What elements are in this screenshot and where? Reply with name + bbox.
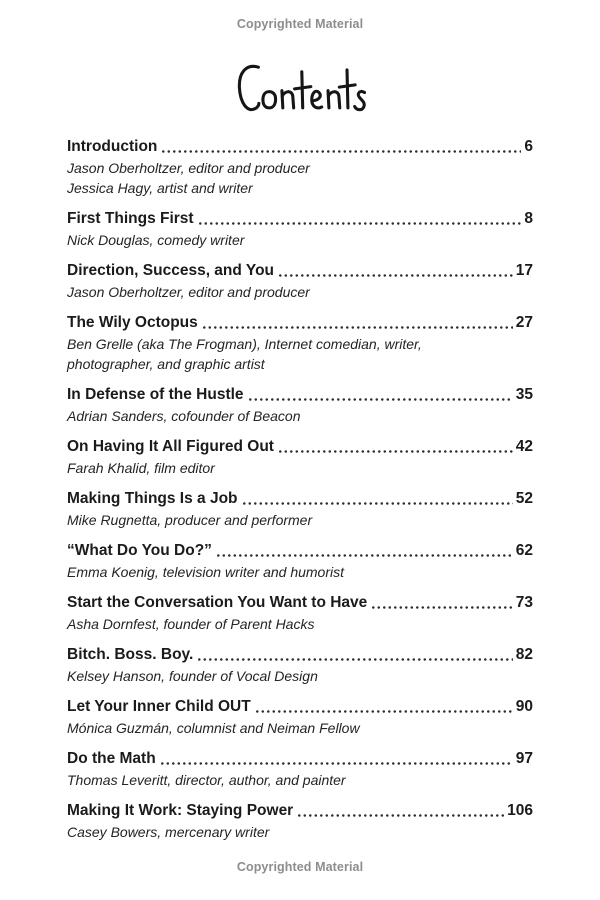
toc-entry-line: Bitch. Boss. Boy. 82 [67, 644, 533, 665]
entry-author-line: Asha Dornfest, founder of Parent Hacks [67, 616, 315, 632]
entry-authors: Jason Oberholtzer, editor and producer Je… [67, 158, 533, 198]
entry-author-line: Mónica Guzmán, columnist and Neiman Fell… [67, 720, 360, 736]
entry-author-line: Mike Rugnetta, producer and performer [67, 512, 313, 528]
entry-author-line: Ben Grelle (aka The Frogman), Internet c… [67, 336, 422, 352]
copyright-notice-top: Copyrighted Material [236, 17, 364, 31]
toc-entry-line: Start the Conversation You Want to Have … [67, 592, 533, 613]
toc-entry-line: Making It Work: Staying Power 106 [67, 800, 533, 821]
toc-list: Introduction 6 Jason Oberholtzer, editor… [67, 136, 533, 852]
dotted-leader [255, 710, 513, 713]
entry-authors: Emma Koenig, television writer and humor… [67, 562, 533, 582]
entry-title: In Defense of the Hustle [67, 386, 244, 403]
entry-author-line: photographer, and graphic artist [67, 356, 265, 372]
toc-entry: On Having It All Figured Out 42 Farah Kh… [67, 436, 533, 478]
entry-title: Start the Conversation You Want to Have [67, 594, 368, 611]
entry-page-number: 27 [515, 314, 533, 331]
entry-authors: Asha Dornfest, founder of Parent Hacks [67, 614, 533, 634]
toc-entry-line: Introduction 6 [67, 136, 533, 157]
copyright-notice-bottom: Copyrighted Material [236, 860, 364, 874]
dotted-leader [278, 450, 513, 453]
toc-entry-line: The Wily Octopus 27 [67, 312, 533, 333]
entry-author-line: Jessica Hagy, artist and writer [67, 180, 253, 196]
toc-entry: Let Your Inner Child OUT 90 Mónica Guzmá… [67, 696, 533, 738]
entry-author-line: Jason Oberholtzer, editor and producer [67, 160, 310, 176]
entry-authors: Adrian Sanders, cofounder of Beacon [67, 406, 533, 426]
toc-entry-line: First Things First 8 [67, 208, 533, 229]
entry-title: Let Your Inner Child OUT [67, 698, 251, 715]
dotted-leader [216, 554, 513, 557]
dotted-leader [160, 762, 513, 765]
entry-page-number: 82 [515, 646, 533, 663]
entry-author-line: Adrian Sanders, cofounder of Beacon [67, 408, 301, 424]
entry-authors: Casey Bowers, mercenary writer [67, 822, 533, 842]
toc-entry: Making Things Is a Job 52 Mike Rugnetta,… [67, 488, 533, 530]
entry-author-line: Farah Khalid, film editor [67, 460, 215, 476]
entry-author-line: Jason Oberholtzer, editor and producer [67, 284, 310, 300]
entry-page-number: 106 [507, 802, 533, 819]
entry-title: Making It Work: Staying Power [67, 802, 294, 819]
contents-handwritten-title [237, 64, 366, 112]
dotted-leader [198, 658, 513, 661]
entry-authors: Thomas Leveritt, director, author, and p… [67, 770, 533, 790]
toc-entry-line: On Having It All Figured Out 42 [67, 436, 533, 457]
entry-author-line: Casey Bowers, mercenary writer [67, 824, 270, 840]
entry-page-number: 62 [515, 542, 533, 559]
entry-authors: Mike Rugnetta, producer and performer [67, 510, 533, 530]
toc-entry: First Things First 8 Nick Douglas, comed… [67, 208, 533, 250]
entry-authors: Jason Oberholtzer, editor and producer [67, 282, 533, 302]
entry-page-number: 97 [515, 750, 533, 767]
entry-author-line: Nick Douglas, comedy writer [67, 232, 245, 248]
entry-page-number: 73 [515, 594, 533, 611]
toc-entry: Start the Conversation You Want to Have … [67, 592, 533, 634]
entry-author-line: Kelsey Hanson, founder of Vocal Design [67, 668, 318, 684]
entry-author-line: Emma Koenig, television writer and humor… [67, 564, 345, 580]
toc-entry: Bitch. Boss. Boy. 82 Kelsey Hanson, foun… [67, 644, 533, 686]
page-title [0, 58, 600, 123]
entry-page-number: 52 [515, 490, 533, 507]
entry-title: Bitch. Boss. Boy. [67, 646, 194, 663]
entry-title: The Wily Octopus [67, 314, 198, 331]
entry-authors: Mónica Guzmán, columnist and Neiman Fell… [67, 718, 533, 738]
entry-authors: Farah Khalid, film editor [67, 458, 533, 478]
entry-title: Introduction [67, 138, 158, 155]
entry-title: “What Do You Do?” [67, 542, 212, 559]
toc-entry-line: Let Your Inner Child OUT 90 [67, 696, 533, 717]
dotted-leader [298, 814, 505, 817]
entry-author-line: Thomas Leveritt, director, author, and p… [67, 772, 346, 788]
toc-entry-line: In Defense of the Hustle 35 [67, 384, 533, 405]
entry-page-number: 35 [515, 386, 533, 403]
dotted-leader [279, 274, 513, 277]
toc-entry: “What Do You Do?” 62 Emma Koenig, televi… [67, 540, 533, 582]
entry-page-number: 8 [524, 210, 533, 227]
toc-entry: Making It Work: Staying Power 106 Casey … [67, 800, 533, 842]
entry-authors: Ben Grelle (aka The Frogman), Internet c… [67, 334, 533, 374]
dotted-leader [202, 326, 513, 329]
entry-title: Direction, Success, and You [67, 262, 275, 279]
dotted-leader [372, 606, 513, 609]
entry-page-number: 42 [515, 438, 533, 455]
dotted-leader [162, 150, 522, 153]
toc-entry: In Defense of the Hustle 35 Adrian Sande… [67, 384, 533, 426]
dotted-leader [198, 222, 522, 225]
entry-page-number: 6 [524, 138, 533, 155]
toc-entry: Do the Math 97 Thomas Leveritt, director… [67, 748, 533, 790]
entry-title: On Having It All Figured Out [67, 438, 274, 455]
toc-entry: The Wily Octopus 27 Ben Grelle (aka The … [67, 312, 533, 374]
entry-page-number: 90 [515, 698, 533, 715]
toc-entry-line: “What Do You Do?” 62 [67, 540, 533, 561]
entry-title: Do the Math [67, 750, 156, 767]
entry-authors: Nick Douglas, comedy writer [67, 230, 533, 250]
dotted-leader [242, 502, 513, 505]
toc-entry-line: Direction, Success, and You 17 [67, 260, 533, 281]
entry-page-number: 17 [515, 262, 533, 279]
toc-entry: Introduction 6 Jason Oberholtzer, editor… [67, 136, 533, 198]
entry-title: First Things First [67, 210, 194, 227]
entry-authors: Kelsey Hanson, founder of Vocal Design [67, 666, 533, 686]
toc-entry-line: Do the Math 97 [67, 748, 533, 769]
toc-entry-line: Making Things Is a Job 52 [67, 488, 533, 509]
toc-entry: Direction, Success, and You 17 Jason Obe… [67, 260, 533, 302]
entry-title: Making Things Is a Job [67, 490, 238, 507]
dotted-leader [248, 398, 513, 401]
